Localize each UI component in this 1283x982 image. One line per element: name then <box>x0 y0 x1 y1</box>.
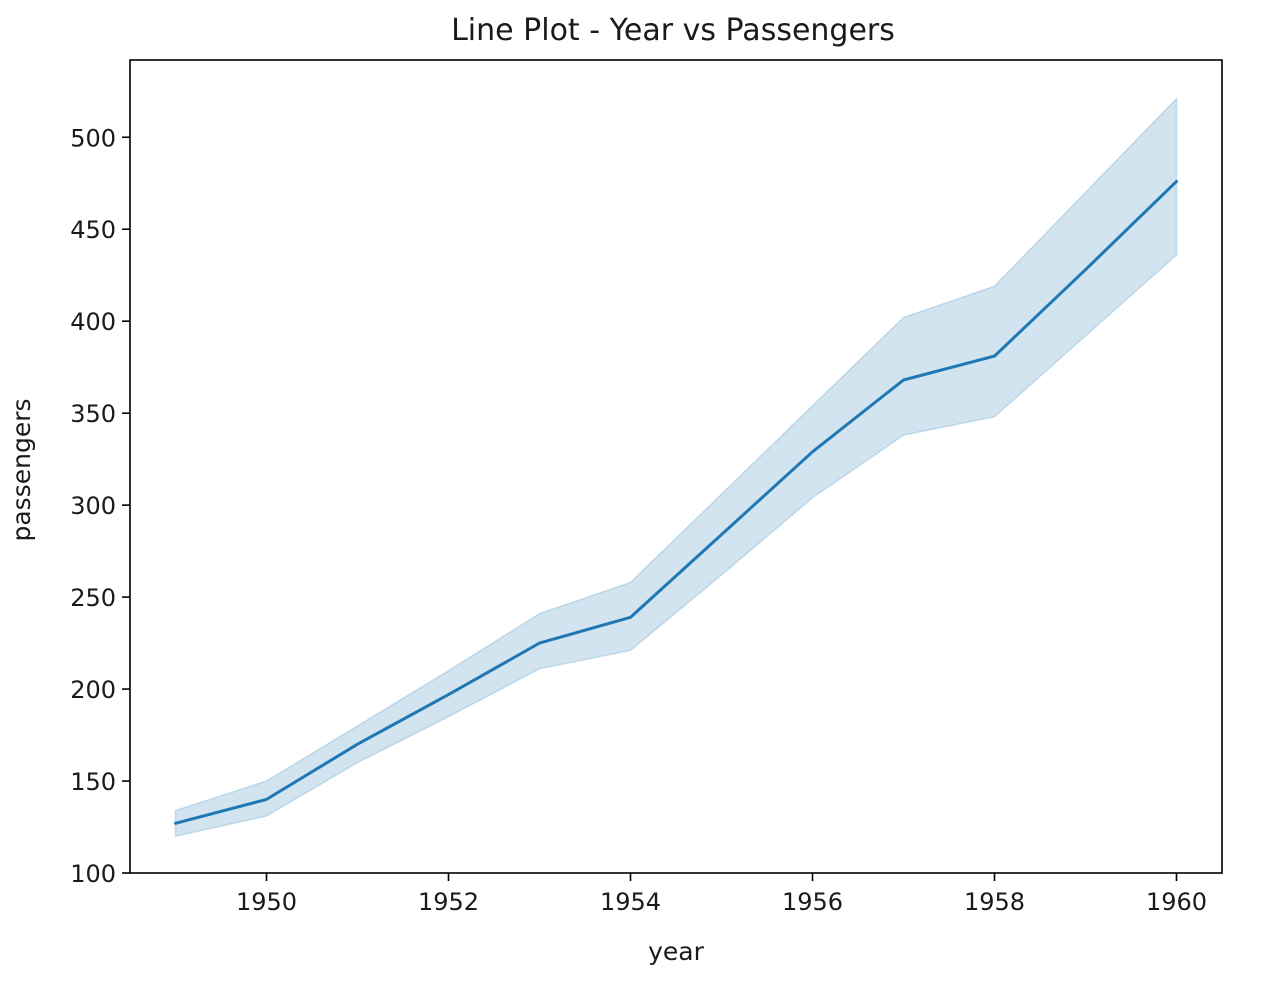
x-axis: 1950 1952 1954 1956 1958 1960 <box>236 873 1207 916</box>
data-point <box>265 797 269 801</box>
data-point <box>1175 179 1179 183</box>
x-tick-label: 1956 <box>782 888 843 916</box>
y-tick-label: 200 <box>70 676 116 704</box>
data-point <box>538 641 542 645</box>
series-line <box>174 179 1178 825</box>
data-point <box>811 450 815 454</box>
plot-frame <box>129 59 1223 874</box>
x-axis-label: year <box>648 937 704 966</box>
y-tick-label: 400 <box>70 308 116 336</box>
data-point <box>447 693 451 697</box>
plot-area <box>174 96 1179 838</box>
chart-title: Line Plot - Year vs Passengers <box>451 13 895 48</box>
data-point <box>629 615 633 619</box>
x-tick-label: 1958 <box>964 888 1025 916</box>
y-tick-label: 300 <box>70 492 116 520</box>
data-point <box>902 378 906 382</box>
data-point <box>356 742 360 746</box>
y-axis: 100 150 200 250 300 350 400 450 500 <box>70 124 130 888</box>
y-tick-label: 100 <box>70 860 116 888</box>
y-tick-label: 500 <box>70 124 116 152</box>
data-point <box>720 533 724 537</box>
y-tick-label: 350 <box>70 400 116 428</box>
data-point <box>1084 268 1088 272</box>
x-tick-label: 1954 <box>600 888 661 916</box>
y-tick-label: 450 <box>70 216 116 244</box>
y-tick-label: 250 <box>70 584 116 612</box>
y-axis-label: passengers <box>7 398 36 541</box>
y-tick-label: 150 <box>70 768 116 796</box>
x-tick-label: 1952 <box>418 888 479 916</box>
data-point <box>174 821 178 825</box>
confidence-band <box>174 96 1178 838</box>
data-point <box>993 354 997 358</box>
x-tick-label: 1950 <box>236 888 297 916</box>
x-tick-label: 1960 <box>1146 888 1207 916</box>
